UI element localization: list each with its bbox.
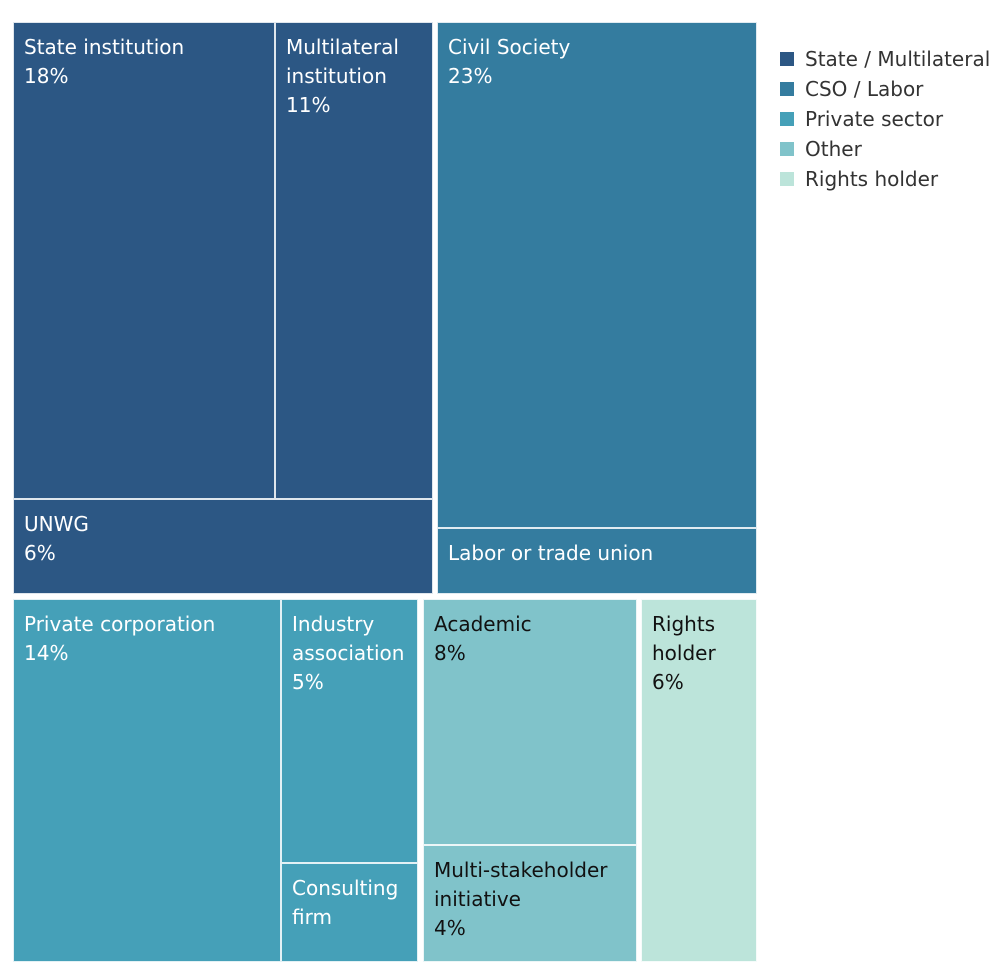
- tile-label-industry-association: Industry association 5%: [292, 610, 411, 697]
- legend-label-cso: CSO / Labor: [805, 77, 924, 101]
- tile-value-civil-society: 23%: [448, 64, 493, 88]
- treemap-tile-unwg: UNWG 6%: [13, 499, 433, 594]
- tile-name-labor-trade-union: Labor or trade union: [448, 541, 654, 565]
- tile-label-state-institution: State institution 18%: [24, 33, 268, 91]
- treemap-tile-consulting-firm: Consulting firm: [281, 863, 418, 962]
- legend-label-private: Private sector: [805, 107, 944, 131]
- tile-name-multilateral-institution: Multilateral institution: [286, 35, 399, 88]
- tile-value-multi-stakeholder-initiative: 4%: [434, 916, 466, 940]
- legend-label-other: Other: [805, 137, 862, 161]
- tile-label-civil-society: Civil Society 23%: [448, 33, 750, 91]
- treemap-tile-multilateral-institution: Multilateral institution 11%: [275, 22, 433, 499]
- legend-swatch-cso: [780, 82, 794, 96]
- tile-value-unwg: 6%: [24, 541, 56, 565]
- legend-label-rights: Rights holder: [805, 167, 939, 191]
- tile-value-academic: 8%: [434, 641, 466, 665]
- tile-name-unwg: UNWG: [24, 512, 89, 536]
- treemap-tile-academic: Academic 8%: [423, 599, 637, 845]
- tile-label-private-corporation: Private corporation 14%: [24, 610, 274, 668]
- tile-value-multilateral-institution: 11%: [286, 93, 331, 117]
- tile-name-industry-association: Industry association: [292, 612, 405, 665]
- tile-value-private-corporation: 14%: [24, 641, 69, 665]
- tile-value-state-institution: 18%: [24, 64, 69, 88]
- treemap-tile-industry-association: Industry association 5%: [281, 599, 418, 863]
- tile-name-private-corporation: Private corporation: [24, 612, 216, 636]
- treemap-tile-labor-trade-union: Labor or trade union: [437, 528, 757, 594]
- tile-label-multi-stakeholder-initiative: Multi-stakeholder initiative 4%: [434, 856, 630, 943]
- tile-name-academic: Academic: [434, 612, 532, 636]
- treemap-tile-private-corporation: Private corporation 14%: [13, 599, 281, 962]
- treemap-tile-rights-holder: Rights holder 6%: [641, 599, 757, 962]
- tile-name-consulting-firm: Consulting firm: [292, 876, 399, 929]
- treemap-tile-civil-society: Civil Society 23%: [437, 22, 757, 528]
- treemap-tile-state-institution: State institution 18%: [13, 22, 275, 499]
- tile-label-labor-trade-union: Labor or trade union: [448, 539, 750, 568]
- tile-label-multilateral-institution: Multilateral institution 11%: [286, 33, 426, 120]
- tile-label-academic: Academic 8%: [434, 610, 630, 668]
- tile-value-industry-association: 5%: [292, 670, 324, 694]
- legend-swatch-other: [780, 142, 794, 156]
- legend-swatch-private: [780, 112, 794, 126]
- legend-swatch-state: [780, 52, 794, 66]
- legend-swatch-rights: [780, 172, 794, 186]
- treemap-tile-multi-stakeholder-initiative: Multi-stakeholder initiative 4%: [423, 845, 637, 962]
- tile-name-rights-holder: Rights holder: [652, 612, 716, 665]
- tile-label-consulting-firm: Consulting firm: [292, 874, 411, 932]
- tile-name-civil-society: Civil Society: [448, 35, 571, 59]
- tile-label-unwg: UNWG 6%: [24, 510, 426, 568]
- tile-name-state-institution: State institution: [24, 35, 185, 59]
- tile-label-rights-holder: Rights holder 6%: [652, 610, 750, 697]
- legend-label-state: State / Multilateral: [805, 47, 991, 71]
- tile-value-rights-holder: 6%: [652, 670, 684, 694]
- tile-name-multi-stakeholder-initiative: Multi-stakeholder initiative: [434, 858, 608, 911]
